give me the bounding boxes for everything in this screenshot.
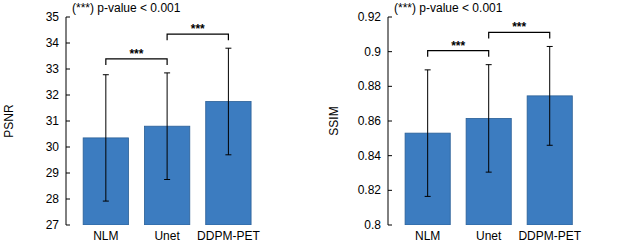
error-line bbox=[488, 65, 489, 172]
significance-label: *** bbox=[451, 39, 465, 53]
annotation: (***) p-value < 0.001 bbox=[394, 1, 503, 15]
y-tick-label: 35 bbox=[46, 10, 60, 24]
bars bbox=[83, 48, 251, 225]
y-tick-label: 30 bbox=[46, 140, 60, 154]
error-line bbox=[167, 73, 168, 180]
error-cap bbox=[225, 48, 231, 49]
y-tick bbox=[388, 190, 392, 191]
significance-bracket: *** Unet DDPM-PET bbox=[167, 22, 234, 40]
y-tick-label: 32 bbox=[46, 88, 60, 102]
y-tick bbox=[388, 86, 392, 87]
y-tick bbox=[66, 43, 70, 44]
y-axis-label: PSNR bbox=[2, 104, 16, 138]
error-line bbox=[427, 70, 428, 197]
y-tick-label: 33 bbox=[46, 62, 60, 76]
error-cap bbox=[225, 154, 231, 155]
y-tick-label: 27 bbox=[46, 218, 60, 232]
x-tick-label: Unet bbox=[154, 229, 180, 243]
y-tick-label: 0.9 bbox=[364, 45, 381, 59]
error-bar bbox=[425, 70, 431, 197]
y-tick-label: 0.86 bbox=[358, 114, 382, 128]
error-cap bbox=[486, 172, 492, 173]
y-tick bbox=[66, 199, 70, 200]
y-axis-label: SSIM bbox=[327, 106, 341, 135]
x-tick-label: NLM bbox=[415, 229, 440, 243]
y-tick-label: 0.84 bbox=[358, 149, 382, 163]
error-cap bbox=[486, 64, 492, 65]
error-line bbox=[228, 48, 229, 155]
pair-end: DDPM-PET bbox=[228, 33, 234, 34]
y-tick-label: 29 bbox=[46, 166, 60, 180]
chart: 27 28 29 30 31 32 33 34 35 NLM Unet DDPM-PET PSNR (**… bbox=[2, 1, 260, 243]
significance-label: *** bbox=[512, 20, 526, 34]
significance-bracket: *** NLM Unet bbox=[428, 39, 492, 57]
y-tick bbox=[66, 69, 70, 70]
error-cap bbox=[547, 145, 553, 146]
y-tick bbox=[66, 17, 70, 18]
chart: 0.8 0.82 0.84 0.86 0.88 0.9 0.92 NLM Unet DDPM-PE… bbox=[327, 1, 582, 243]
error-bar bbox=[164, 73, 170, 180]
y-tick-label: 0.82 bbox=[358, 183, 382, 197]
pair-start: Unet bbox=[489, 30, 492, 32]
error-bar bbox=[225, 48, 231, 155]
error-line bbox=[105, 75, 106, 201]
y-tick-label: 28 bbox=[46, 192, 60, 206]
y-tick bbox=[388, 155, 392, 156]
annotation: (***) p-value < 0.001 bbox=[72, 1, 181, 15]
x-tick-label: DDPM-PET bbox=[197, 229, 260, 243]
y-tick bbox=[66, 225, 70, 226]
error-cap bbox=[103, 74, 109, 75]
x-tick-label: Unet bbox=[476, 229, 502, 243]
x-tick-label: DDPM-PET bbox=[518, 229, 581, 243]
chart-root: 27 28 29 30 31 32 33 34 35 NLM Unet DDPM-PET PSNR (**… bbox=[0, 0, 640, 249]
significance-label: *** bbox=[129, 47, 143, 61]
y-tick-label: 0.88 bbox=[358, 79, 382, 93]
error-bar bbox=[547, 46, 553, 145]
bars bbox=[405, 46, 572, 225]
y-tick bbox=[388, 51, 392, 52]
pair-end: DDPM-PET bbox=[550, 31, 556, 32]
error-cap bbox=[164, 72, 170, 73]
y-tick bbox=[388, 17, 392, 18]
pair-end: Unet bbox=[167, 57, 170, 59]
pair-start: NLM bbox=[106, 58, 108, 59]
y-tick-label: 31 bbox=[46, 114, 60, 128]
error-cap bbox=[547, 46, 553, 47]
error-cap bbox=[103, 201, 109, 202]
error-cap bbox=[425, 196, 431, 197]
y-tick bbox=[66, 147, 70, 148]
error-cap bbox=[164, 179, 170, 180]
y-tick bbox=[66, 121, 70, 122]
y-tick-label: 0.8 bbox=[364, 218, 381, 232]
y-tick bbox=[388, 225, 392, 226]
y-tick-label: 34 bbox=[46, 36, 60, 50]
error-line bbox=[549, 46, 550, 145]
figure: 27 28 29 30 31 32 33 34 35 NLM Unet DDPM-PET PSNR (**… bbox=[0, 0, 640, 249]
pair-start: NLM bbox=[428, 50, 430, 51]
y-tick bbox=[66, 95, 70, 96]
error-bar bbox=[103, 75, 109, 201]
y-tick bbox=[388, 121, 392, 122]
error-bar bbox=[486, 65, 492, 172]
significance-label: *** bbox=[191, 22, 205, 36]
y-tick-label: 0.92 bbox=[358, 10, 382, 24]
y-tick bbox=[66, 173, 70, 174]
significance-bracket: *** NLM Unet bbox=[106, 47, 170, 65]
significance-bracket: *** Unet DDPM-PET bbox=[489, 20, 556, 38]
pair-end: Unet bbox=[489, 49, 492, 51]
pair-start: Unet bbox=[167, 32, 170, 34]
error-cap bbox=[425, 69, 431, 70]
x-tick-label: NLM bbox=[93, 229, 118, 243]
